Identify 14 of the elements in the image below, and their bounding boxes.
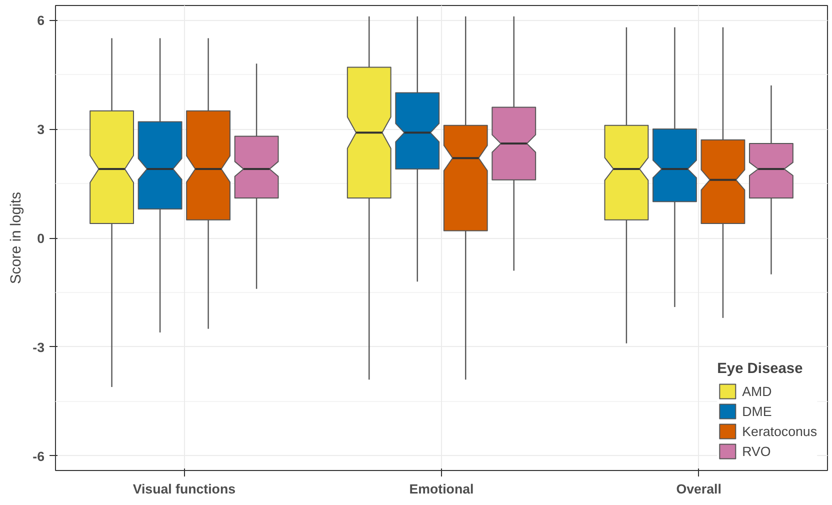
legend-label: RVO	[742, 444, 771, 458]
x-tick-label: Emotional	[409, 482, 474, 496]
y-tick-label: 0	[37, 231, 45, 246]
y-tick-label: -3	[32, 340, 45, 355]
legend-title: Eye Disease	[717, 361, 804, 377]
legend-label: AMD	[742, 384, 772, 398]
y-tick-label: -6	[32, 448, 45, 464]
y-tick-label: 3	[37, 122, 45, 138]
legend-label: Keratoconus	[742, 424, 817, 438]
y-axis-title: Score in logits	[8, 192, 25, 284]
x-tick-label: Visual functions	[132, 482, 236, 496]
y-tick-label: 6	[37, 13, 45, 28]
x-tick-label: Overall	[676, 482, 722, 496]
legend-label: DME	[742, 404, 772, 418]
